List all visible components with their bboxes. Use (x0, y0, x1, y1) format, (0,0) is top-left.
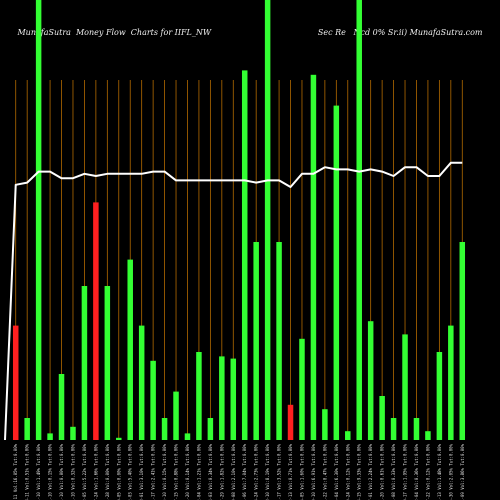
bar (58, 374, 65, 440)
bar (379, 396, 385, 440)
bar (253, 242, 259, 440)
x-tick-label: 2012-01-28 Vol:0.00% Tut:0.00% (105, 443, 110, 500)
x-tick-label: 2014-07-15 Vol:0.88% Tut:0.00% (174, 443, 179, 500)
bar (436, 352, 443, 440)
bar (322, 409, 328, 440)
bar (448, 325, 454, 440)
bar (116, 437, 122, 440)
bar (413, 418, 420, 440)
x-tick-label: 2018-01-22 Vol:0.47% Tut:0.00% (322, 443, 327, 500)
bar-series (12, 0, 466, 441)
x-tick-label: 2010-11-10 Vol:0.00% Tut:0.00% (59, 443, 64, 500)
x-tick-label: 2010-11-10 Vol:0.15% Tut:0.00% (48, 443, 53, 500)
bar (35, 0, 42, 440)
bar (47, 433, 53, 440)
x-tick-label: 2021-07-22 Vol:0.12% Tut:0.00% (425, 443, 430, 500)
bar (127, 259, 133, 440)
bar (287, 404, 294, 440)
bar (150, 360, 156, 440)
bar (310, 74, 317, 441)
bar (333, 105, 340, 440)
x-tick-labels: 2009-08-11 Vol:16.05% Tut:0.00% 2009-08-1… (13, 443, 465, 500)
bar (196, 352, 202, 440)
x-tick-label: 2009-08-11 Vol:0.51% Tut:0.00% (25, 443, 30, 500)
bar (219, 356, 225, 440)
bar (356, 0, 362, 440)
x-tick-label: 2009-08-11 Vol:16.05% Tut:0.00% (13, 443, 18, 500)
x-tick-label: 2020-04-08 Vol:0.33% Tut:0.00% (391, 443, 396, 500)
x-tick-label: 2010-11-10 Vol:1.49% Tut:0.00% (36, 443, 41, 500)
bar (459, 242, 466, 440)
x-tick-label: 2013-02-03 Vol:5.40% Tut:0.00% (128, 443, 133, 500)
x-tick-label: 2016-01-06 Vol:7.04% Tut:0.00% (242, 443, 247, 500)
x-tick-label: 2014-03-10 Vol:0.15% Tut:0.00% (162, 443, 167, 500)
x-tick-label: 2011-07-24 Vol:1.66% Tut:0.00% (93, 443, 98, 500)
bar (276, 242, 282, 440)
chart-title: MunafaSutra Money Flow Charts for IIFL_N… (17, 28, 483, 37)
bar (425, 431, 431, 440)
x-tick-label: 2012-09-05 Vol:0.00% Tut:0.00% (116, 443, 121, 500)
x-tick-label: 2019-07-01 Vol:2.24% Tut:0.00% (368, 443, 373, 500)
bar (93, 202, 99, 440)
bar (70, 426, 76, 440)
bar (230, 358, 237, 440)
x-tick-label: 2011-02-05 Vol:5.22% Tut:0.00% (82, 443, 87, 500)
x-tick-label: 2016-03-24 Vol:2.73% Tut:0.00% (254, 443, 259, 500)
x-tick-label: 2010-11-10 Vol:0.32% Tut:0.00% (70, 443, 75, 500)
x-tick-label: 2023-01-09 Vol:3.86% Tut:0.00% (460, 443, 465, 500)
x-tick-label: 2016-11-17 Vol:3.52% Tut:0.00% (277, 443, 282, 500)
bar (24, 418, 30, 440)
x-tick-label: 2019-11-20 Vol:0.61% Tut:0.00% (380, 443, 385, 500)
series-line (4, 161, 463, 441)
x-tick-label: 2018-05-04 Vol:6.30% Tut:0.00% (334, 443, 339, 500)
bar (345, 431, 351, 440)
bar (81, 286, 88, 440)
bar (104, 286, 111, 440)
x-tick-label: 2014-01-17 Vol:2.41% Tut:0.00% (151, 443, 156, 500)
x-tick-label: 2022-01-13 Vol:1.48% Tut:0.00% (437, 443, 442, 500)
bar (184, 433, 191, 440)
x-tick-label: 2017-10-10 Vol:6.91% Tut:0.00% (311, 443, 316, 500)
x-tick-label: 2015-04-03 Vol:0.34% Tut:0.00% (208, 443, 213, 500)
x-tick-label: 2015-02-04 Vol:1.21% Tut:0.00% (196, 443, 201, 500)
x-tick-label: 2014-11-20 Vol:0.14% Tut:0.00% (185, 443, 190, 500)
x-tick-label: 2021-02-04 Vol:0.36% Tut:0.00% (414, 443, 419, 500)
line-series (4, 161, 463, 441)
x-tick-label: 2022-06-30 Vol:2.05% Tut:0.00% (448, 443, 453, 500)
bar (138, 325, 145, 440)
x-tick-label: 2017-02-13 Vol:0.71% Tut:0.00% (288, 443, 293, 500)
x-tick-label: 2016-08-10 Vol:8.19% Tut:0.00% (265, 443, 270, 500)
bar (390, 418, 397, 440)
x-tick-label: 2013-08-01 Vol:3.10% Tut:0.00% (139, 443, 144, 500)
bar (264, 0, 271, 440)
bar (299, 338, 305, 440)
x-tick-label: 2017-06-05 Vol:1.60% Tut:0.00% (299, 443, 304, 500)
x-tick-label: 2015-09-08 Vol:2.10% Tut:0.00% (231, 443, 236, 500)
bar (12, 325, 19, 440)
x-tick-label: 2019-03-15 Vol:9.33% Tut:0.00% (357, 443, 362, 500)
bar (173, 391, 179, 440)
bar (207, 418, 214, 440)
bar (402, 334, 408, 440)
x-tick-label: 2015-07-29 Vol:1.82% Tut:0.00% (219, 443, 224, 500)
bar (161, 418, 168, 440)
bar (241, 70, 248, 441)
bar (367, 321, 374, 440)
x-tick-label: 2018-10-24 Vol:0.12% Tut:0.00% (345, 443, 350, 500)
x-tick-label: 2020-09-17 Vol:1.95% Tut:0.00% (403, 443, 408, 500)
